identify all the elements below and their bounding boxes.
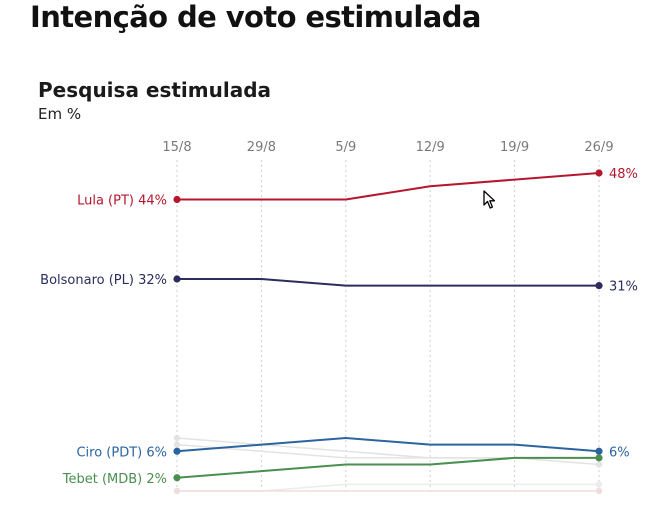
series-start-label: Ciro (PDT) 6% xyxy=(76,445,167,460)
x-tick-label: 15/8 xyxy=(162,140,191,155)
x-axis-ticks: 15/8 29/8 5/9 12/9 19/9 26/9 xyxy=(162,140,613,155)
background-point xyxy=(595,461,603,468)
x-tick-label: 26/9 xyxy=(584,140,613,155)
series-end-point xyxy=(595,447,603,455)
x-tick-label: 19/9 xyxy=(500,140,529,155)
chart-title: Pesquisa estimulada xyxy=(38,78,272,102)
x-tick-label: 29/8 xyxy=(247,140,276,155)
series-start-point xyxy=(173,275,181,283)
series-start-point xyxy=(173,447,181,455)
x-tick-label: 5/9 xyxy=(335,140,356,155)
background-line xyxy=(176,443,600,466)
series-start-label: Bolsonaro (PL) 32% xyxy=(40,273,167,288)
series-end-point xyxy=(595,282,603,290)
series-line xyxy=(177,172,600,201)
chart-subtitle: Em % xyxy=(38,105,82,123)
series-start-label: Tebet (MDB) 2% xyxy=(62,472,167,487)
series-end-point xyxy=(595,454,603,462)
series-line xyxy=(176,436,600,453)
series-end-point xyxy=(595,169,603,177)
series-lines xyxy=(173,169,603,482)
background-point xyxy=(173,434,181,442)
series-line xyxy=(176,456,599,479)
series-start-point xyxy=(173,474,181,482)
series-end-label: 48% xyxy=(609,167,638,182)
background-line xyxy=(177,483,599,492)
series-start-point xyxy=(173,195,181,204)
background-point xyxy=(595,481,603,488)
background-point xyxy=(173,441,181,448)
chart-grid xyxy=(176,160,600,495)
series-line xyxy=(177,278,599,287)
background-point xyxy=(595,487,603,495)
mouse-cursor-icon xyxy=(483,190,496,209)
series-labels: Lula (PT) 44% 48% Bolsonaro (PL) 32% 31% Cir… xyxy=(40,167,638,487)
series-end-label: 6% xyxy=(609,445,630,460)
page-title: Intenção de voto estimulada xyxy=(30,0,481,34)
series-start-label: Lula (PT) 44% xyxy=(77,194,167,209)
x-tick-label: 12/9 xyxy=(416,140,445,155)
series-end-label: 31% xyxy=(609,280,638,295)
background-point xyxy=(173,487,181,495)
